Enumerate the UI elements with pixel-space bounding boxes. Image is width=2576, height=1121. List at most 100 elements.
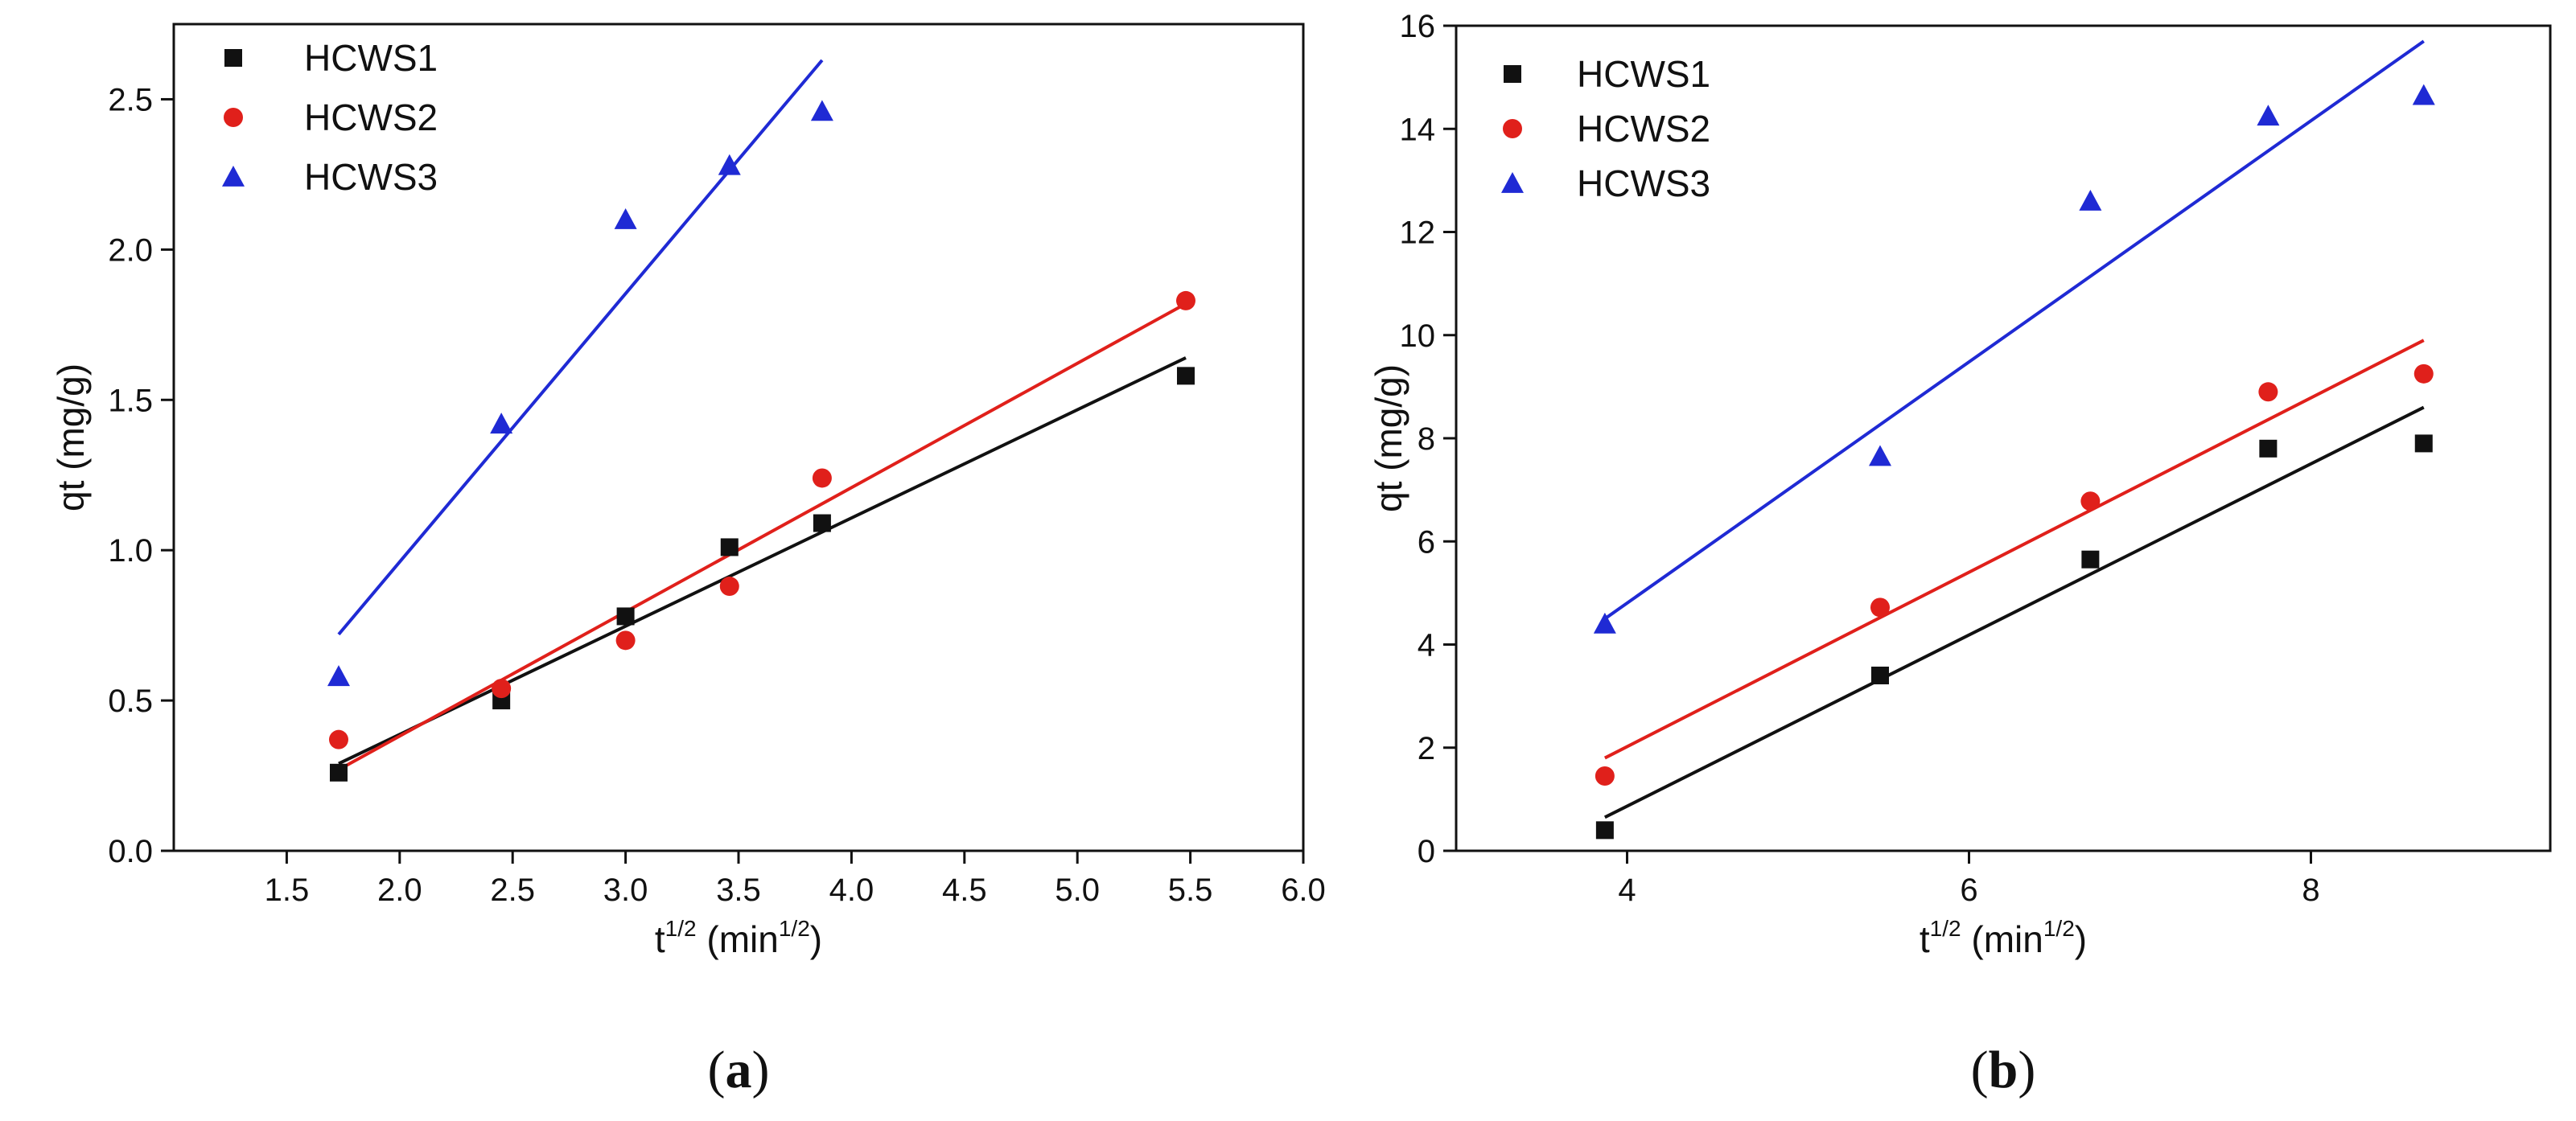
data-point-hcws1 [2414, 434, 2433, 453]
legend-label-hcws2: HCWS2 [304, 96, 438, 138]
x-tick-label: 5.5 [1168, 873, 1213, 908]
legend-marker-hcws2 [1503, 119, 1522, 138]
x-axis-title: t1/2 (min1/2) [1920, 916, 2087, 960]
data-point-hcws2 [2258, 382, 2278, 402]
chart-panel-a: 1.5 2.0 2.5 3.0 3.5 4.0 4.5 5.0 5.5 6.0 0.0 0.5 1.0 1… [50, 23, 1326, 1099]
x-tick-label: 4 [1618, 873, 1636, 908]
y-tick-label: 14 [1400, 112, 1436, 147]
y-axis-title: qt (mg/g) [1368, 364, 1409, 512]
data-point-hcws2 [1595, 766, 1615, 786]
y-tick-label: 16 [1400, 9, 1436, 44]
legend-label-hcws1: HCWS1 [304, 37, 438, 79]
panel-label: (a) [708, 1041, 770, 1099]
data-point-hcws2 [1870, 597, 1890, 618]
legend-label-hcws1: HCWS1 [1577, 53, 1710, 95]
legend-marker-hcws2 [224, 108, 243, 127]
legend-marker-hcws1 [224, 49, 242, 67]
x-tick-label: 6 [1960, 873, 1977, 908]
data-point-hcws1 [813, 514, 831, 532]
data-point-hcws1 [1871, 666, 1889, 684]
data-point-hcws3 [327, 665, 350, 687]
data-point-hcws3 [2257, 105, 2280, 126]
legend-marker-hcws3 [222, 166, 245, 187]
y-axis-title: qt (mg/g) [50, 363, 92, 511]
data-point-hcws1 [720, 538, 739, 556]
data-point-hcws3 [614, 207, 637, 229]
data-point-hcws1 [329, 763, 348, 782]
x-tick-label: 4.0 [829, 873, 874, 908]
y-tick-label: 2.0 [108, 232, 153, 268]
y-tick-label: 2 [1418, 731, 1435, 766]
x-axis-title-part: t [655, 918, 665, 960]
y-tick-label: 10 [1400, 318, 1436, 354]
fit-line-hcws1 [1603, 405, 2425, 819]
x-axis-title: t1/2 (min1/2) [655, 916, 822, 960]
data-point-hcws2 [1175, 290, 1195, 310]
legend-label-hcws3: HCWS3 [1577, 162, 1710, 204]
panel-label-close: ) [2018, 1041, 2035, 1099]
x-axis-title-part: ) [2075, 918, 2087, 960]
panel-label-letter: a [726, 1041, 752, 1099]
fit-line-hcws2 [338, 302, 1187, 771]
data-point-hcws2 [719, 577, 739, 597]
x-tick-label: 5.0 [1055, 873, 1100, 908]
data-point-hcws3 [718, 154, 741, 175]
panel-label-open: ( [708, 1041, 726, 1099]
panel-label-close: ) [752, 1041, 770, 1099]
x-tick-label: 3.5 [716, 873, 761, 908]
x-axis-title-superscript: 1/2 [665, 916, 697, 941]
y-tick-label: 8 [1418, 421, 1435, 457]
y-tick-label: 0 [1418, 834, 1435, 869]
y-tick-label: 0.0 [108, 834, 153, 869]
legend-label-hcws3: HCWS3 [304, 156, 438, 198]
x-tick-label: 2.5 [490, 873, 535, 908]
data-point-hcws3 [1869, 445, 1891, 466]
y-tick-label: 1.0 [108, 533, 153, 569]
y-tick-label: 2.5 [108, 82, 153, 117]
fit-line-hcws3 [337, 59, 824, 636]
y-tick-label: 4 [1418, 628, 1435, 663]
fit-line-hcws1 [338, 356, 1187, 766]
data-point-hcws3 [2412, 84, 2435, 105]
data-point-hcws1 [1176, 367, 1195, 385]
y-tick-label: 0.5 [108, 684, 153, 719]
data-point-hcws2 [328, 729, 348, 749]
plot-frame [172, 23, 1305, 852]
x-tick-label: 1.5 [265, 873, 310, 908]
data-point-hcws1 [2081, 550, 2100, 569]
panel-label: (b) [1971, 1041, 2036, 1099]
data-point-hcws1 [1595, 821, 1614, 840]
x-axis-title-superscript: 1/2 [1930, 916, 1961, 941]
legend-label-hcws2: HCWS2 [1577, 108, 1710, 150]
x-tick-label: 2.0 [377, 873, 422, 908]
data-point-hcws2 [812, 468, 832, 488]
data-point-hcws2 [2080, 491, 2101, 511]
data-point-hcws2 [2413, 363, 2434, 384]
x-axis-title-part: (min [697, 918, 779, 960]
x-tick-label: 8 [2302, 873, 2319, 908]
data-point-hcws2 [615, 630, 636, 651]
x-axis-title-superscript: 1/2 [2043, 916, 2075, 941]
legend-marker-hcws1 [1504, 65, 1521, 83]
fit-line-hcws3 [1603, 39, 2425, 621]
panel-label-letter: b [1989, 1041, 2018, 1099]
data-point-hcws3 [2079, 190, 2102, 211]
legend-marker-hcws3 [1501, 172, 1524, 193]
x-axis-title-part: ) [810, 918, 822, 960]
x-axis-title-part: (min [1961, 918, 2043, 960]
data-point-hcws3 [1593, 612, 1616, 634]
y-tick-label: 12 [1400, 216, 1436, 251]
data-point-hcws2 [492, 679, 512, 699]
data-point-hcws1 [2259, 439, 2278, 458]
x-tick-label: 6.0 [1281, 873, 1326, 908]
x-axis-title-superscript: 1/2 [779, 916, 810, 941]
x-tick-label: 4.5 [942, 873, 987, 908]
y-tick-label: 1.5 [108, 383, 153, 418]
data-point-hcws3 [810, 100, 833, 121]
x-tick-label: 3.0 [603, 873, 648, 908]
x-axis-title-part: t [1920, 918, 1930, 960]
data-point-hcws1 [616, 607, 635, 626]
y-tick-label: 6 [1418, 524, 1435, 560]
